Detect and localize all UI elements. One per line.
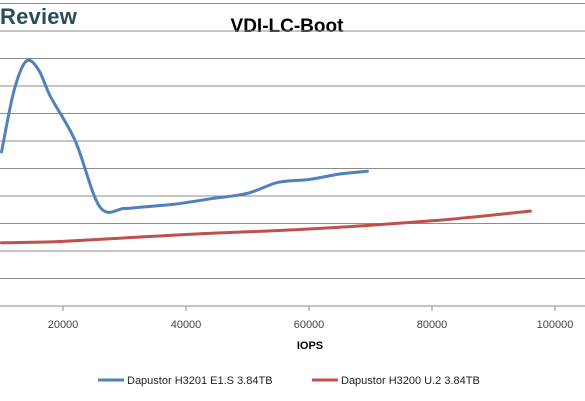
x-tick-label: 80000 [417,319,448,331]
x-axis-label: IOPS [297,340,323,352]
chart-title: VDI-LC-Boot [231,16,345,37]
series-line-2 [0,209,532,245]
legend-label-2: Dapustor H3200 U.2 3.84TB [341,375,480,387]
series-group [0,58,532,245]
grid-lines [0,3,585,307]
x-tick-label: 60000 [294,319,325,331]
legend: Dapustor H3201 E1.S 3.84TB Dapustor H3200… [98,375,480,387]
legend-label-1: Dapustor H3201 E1.S 3.84TB [127,375,273,387]
series-line-1 [0,58,369,214]
x-tick-label: 100000 [537,319,574,331]
x-tick-label: 40000 [171,319,202,331]
brand-logo: Review [0,4,78,29]
x-tick-label: 20000 [48,319,79,331]
x-axis-ticks: 20000 40000 60000 80000 100000 [48,306,574,331]
